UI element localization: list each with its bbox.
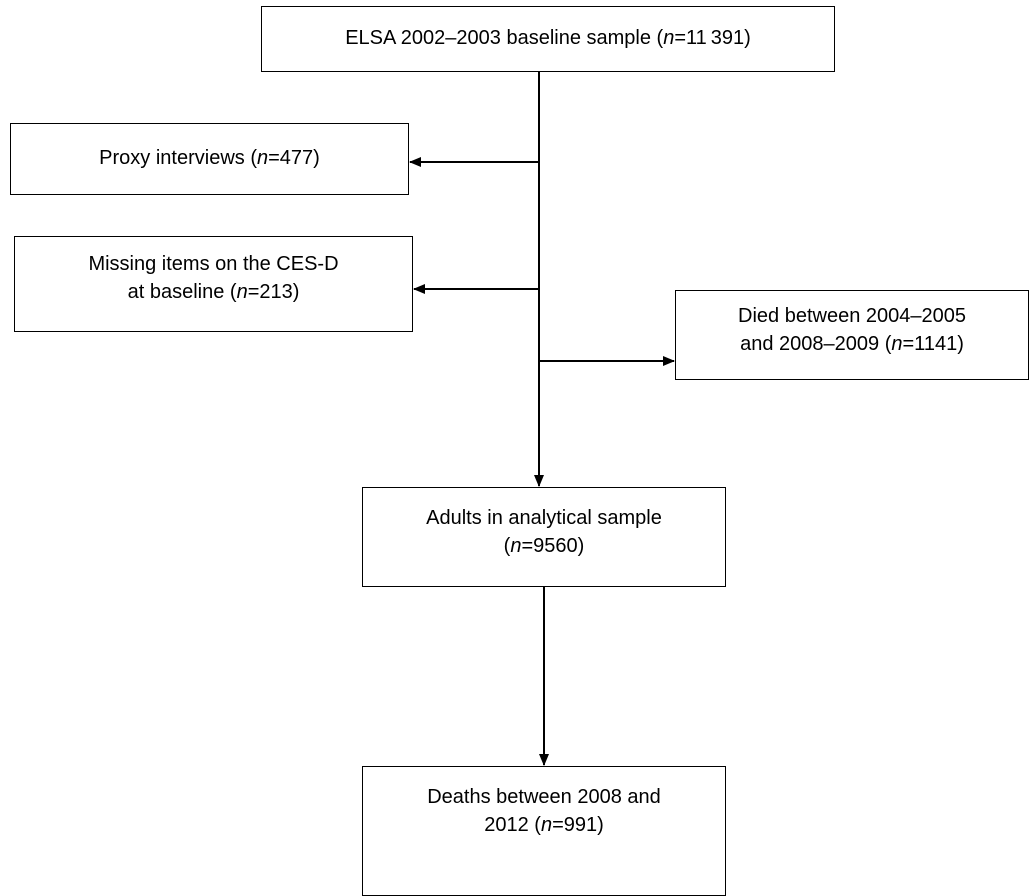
baseline-sample-box: ELSA 2002–2003 baseline sample (n=11 391… bbox=[261, 6, 835, 72]
missing-items-box: Missing items on the CES-D at baseline (… bbox=[14, 236, 413, 332]
missing-items-line1: Missing items on the CES-D bbox=[88, 253, 339, 275]
baseline-sample-label: ELSA 2002–2003 baseline sample (n=11 391… bbox=[345, 27, 751, 49]
deaths-line1: Deaths between 2008 and bbox=[427, 786, 661, 808]
died-line2: and 2008–2009 (n=1141) bbox=[740, 333, 964, 355]
analytical-line2: (n=9560) bbox=[503, 535, 585, 557]
deaths-box: Deaths between 2008 and 2012 (n=991) bbox=[362, 766, 726, 896]
analytical-line1: Adults in analytical sample bbox=[426, 507, 662, 529]
proxy-interviews-box: Proxy interviews (n=477) bbox=[10, 123, 409, 195]
died-line1: Died between 2004–2005 bbox=[738, 305, 966, 327]
missing-items-line2: at baseline (n=213) bbox=[127, 281, 300, 303]
proxy-interviews-label: Proxy interviews (n=477) bbox=[99, 147, 320, 169]
analytical-sample-box: Adults in analytical sample (n=9560) bbox=[362, 487, 726, 587]
died-box: Died between 2004–2005 and 2008–2009 (n=… bbox=[675, 290, 1029, 380]
deaths-line2: 2012 (n=991) bbox=[484, 814, 604, 836]
